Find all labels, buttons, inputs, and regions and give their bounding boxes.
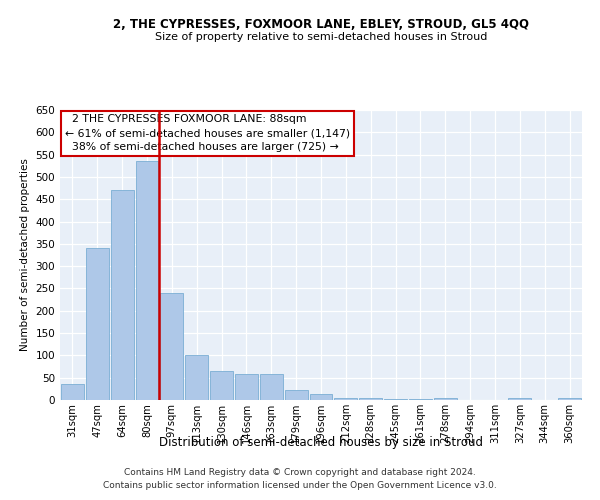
Bar — [508, 398, 531, 400]
Bar — [235, 374, 258, 400]
Bar — [61, 384, 84, 400]
Bar — [160, 293, 183, 400]
Y-axis label: Number of semi-detached properties: Number of semi-detached properties — [20, 158, 30, 352]
Bar — [260, 374, 283, 400]
Bar — [111, 190, 134, 400]
Bar — [285, 390, 308, 400]
Text: Contains public sector information licensed under the Open Government Licence v3: Contains public sector information licen… — [103, 480, 497, 490]
Text: 2, THE CYPRESSES, FOXMOOR LANE, EBLEY, STROUD, GL5 4QQ: 2, THE CYPRESSES, FOXMOOR LANE, EBLEY, S… — [113, 18, 529, 30]
Bar — [86, 248, 109, 400]
Bar — [558, 398, 581, 400]
Text: 2 THE CYPRESSES FOXMOOR LANE: 88sqm  
← 61% of semi-detached houses are smaller : 2 THE CYPRESSES FOXMOOR LANE: 88sqm ← 61… — [65, 114, 350, 152]
Bar — [310, 394, 332, 400]
Bar — [185, 356, 208, 400]
Bar — [210, 371, 233, 400]
Bar — [359, 398, 382, 400]
Bar — [136, 162, 158, 400]
Bar — [434, 398, 457, 400]
Text: Distribution of semi-detached houses by size in Stroud: Distribution of semi-detached houses by … — [159, 436, 483, 449]
Text: Size of property relative to semi-detached houses in Stroud: Size of property relative to semi-detach… — [155, 32, 487, 42]
Bar — [384, 399, 407, 400]
Bar — [409, 399, 432, 400]
Bar — [334, 398, 357, 400]
Text: Contains HM Land Registry data © Crown copyright and database right 2024.: Contains HM Land Registry data © Crown c… — [124, 468, 476, 477]
